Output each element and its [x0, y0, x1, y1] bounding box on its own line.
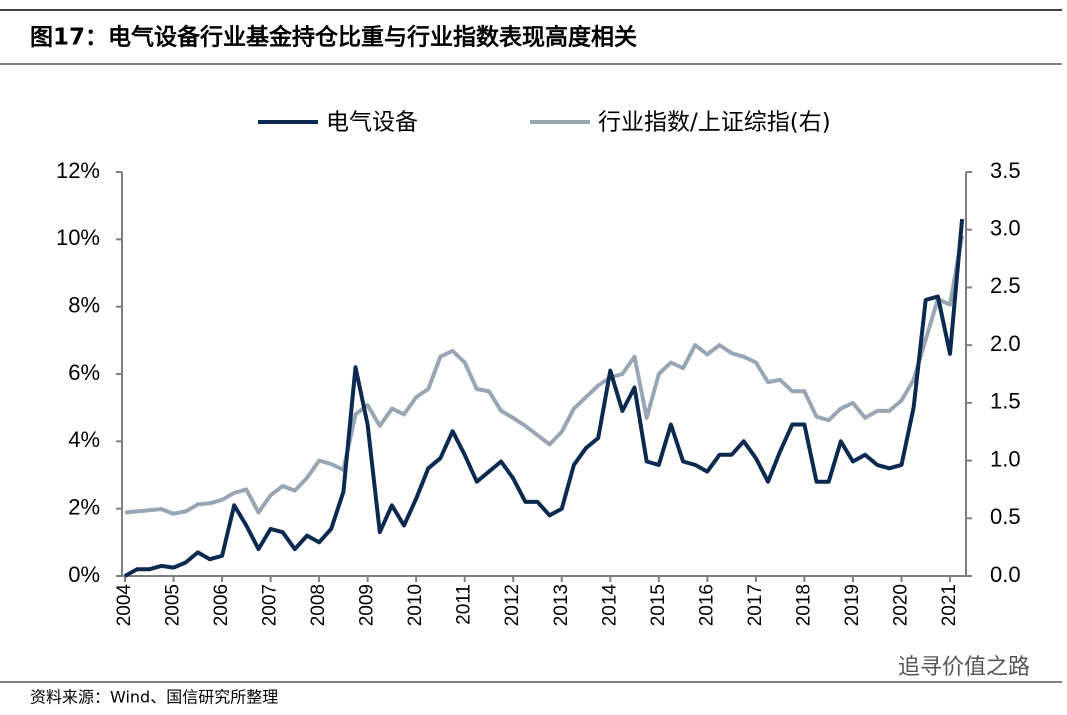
x-tick-label: 2007 [260, 584, 281, 626]
y-tick-label: 4% [68, 427, 100, 452]
x-tick-label: 2019 [842, 584, 863, 626]
watermark: 追寻价值之路 [898, 655, 1030, 680]
y2-tick-label: 1.0 [990, 446, 1021, 471]
y2-tick-label: 2.0 [990, 331, 1021, 356]
x-tick-label: 2016 [696, 584, 717, 626]
y2-tick-label: 2.5 [990, 273, 1021, 298]
x-tick-label: 2015 [648, 584, 669, 626]
y2-tick-label: 0.5 [990, 504, 1021, 529]
x-tick-label: 2012 [502, 584, 523, 626]
x-tick-label: 2020 [890, 584, 911, 626]
y-tick-label: 0% [68, 562, 100, 587]
series-line [124, 218, 965, 578]
y2-tick-label: 3.5 [990, 158, 1021, 183]
y2-tick-label: 1.5 [990, 389, 1021, 414]
x-tick-label: 2005 [163, 584, 184, 626]
legend-label: 电气设备 [326, 110, 418, 136]
x-tick-label: 2013 [551, 584, 572, 626]
x-tick-label: 2010 [405, 584, 426, 626]
y-tick-label: 8% [68, 292, 100, 317]
x-tick-label: 2008 [308, 584, 329, 626]
y2-tick-label: 0.0 [990, 562, 1021, 587]
x-tick-label: 2009 [357, 584, 378, 626]
x-tick-label: 2018 [793, 584, 814, 626]
x-tick-label: 2004 [114, 584, 135, 627]
x-tick-label: 2014 [599, 584, 620, 627]
x-tick-label: 2006 [211, 584, 232, 626]
y-tick-label: 12% [56, 158, 100, 183]
y-tick-label: 10% [56, 225, 100, 250]
y2-tick-label: 3.0 [990, 216, 1021, 241]
x-tick-label: 2011 [454, 584, 475, 625]
series-line [124, 235, 965, 516]
x-tick-label: 2021 [939, 584, 960, 626]
legend-label: 行业指数/上证综指(右) [598, 110, 831, 136]
source-note: 资料来源：Wind、国信研究所整理 [30, 688, 278, 707]
chart-title: 图17：电气设备行业基金持仓比重与行业指数表现高度相关 [30, 24, 637, 51]
y-tick-label: 2% [68, 494, 100, 519]
x-tick-label: 2017 [745, 584, 766, 626]
y-tick-label: 6% [68, 360, 100, 385]
